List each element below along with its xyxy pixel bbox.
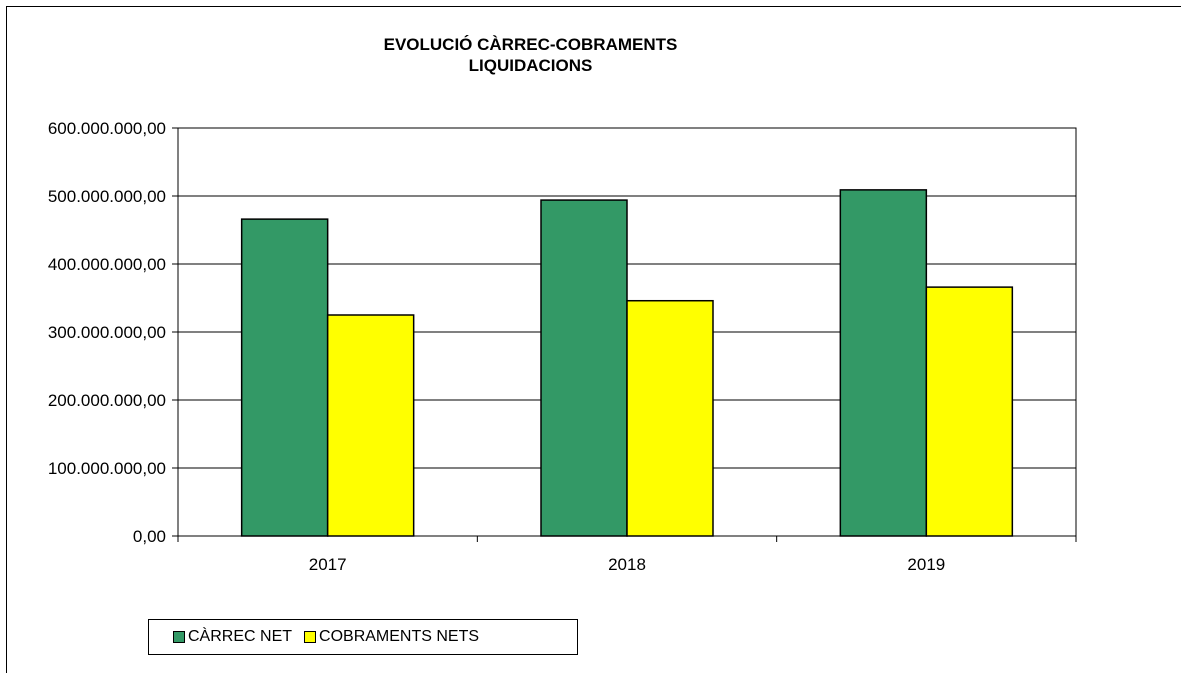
legend-label-cobraments: COBRAMENTS NETS: [319, 628, 480, 645]
y-tick-label-1: 100.000.000,00: [48, 459, 166, 478]
bar-cobraments-2017: [326, 314, 415, 537]
legend-label-carrec: CÀRREC NET: [188, 628, 293, 645]
chart-legend: CÀRREC NET COBRAMENTS NETS: [148, 619, 578, 655]
y-tick-label-2: 200.000.000,00: [48, 391, 166, 410]
x-tick-label-2017: 2017: [309, 555, 347, 574]
legend-swatch-cobraments: [304, 631, 317, 643]
legend-item-carrec: CÀRREC NET: [173, 628, 292, 646]
y-tick-label-6: 600.000.000,00: [48, 119, 166, 138]
bar-cobraments-2019: [925, 286, 1014, 537]
y-tick-label-0: 0,00: [133, 527, 166, 546]
chart-title-block: EVOLUCIÓ CÀRREC-COBRAMENTS LIQUIDACIONS: [0, 34, 1181, 76]
y-tick-label-4: 400.000.000,00: [48, 255, 166, 274]
bar-carrec-2017: [240, 218, 329, 537]
y-tick-label-3: 300.000.000,00: [48, 323, 166, 342]
chart-subtitle: LIQUIDACIONS: [468, 56, 593, 75]
legend-item-cobraments: COBRAMENTS NETS: [304, 628, 479, 646]
x-tick-label-2019: 2019: [907, 555, 945, 574]
x-tick-label-2018: 2018: [608, 555, 646, 574]
bar-carrec-2019: [839, 189, 928, 537]
bar-cobraments-2018: [626, 299, 714, 537]
bar-carrec-2018: [540, 199, 628, 537]
chart-frame: [6, 6, 1181, 673]
legend-swatch-carrec: [173, 631, 185, 643]
chart-title: EVOLUCIÓ CÀRREC-COBRAMENTS: [383, 35, 678, 54]
y-tick-label-5: 500.000.000,00: [48, 187, 166, 206]
